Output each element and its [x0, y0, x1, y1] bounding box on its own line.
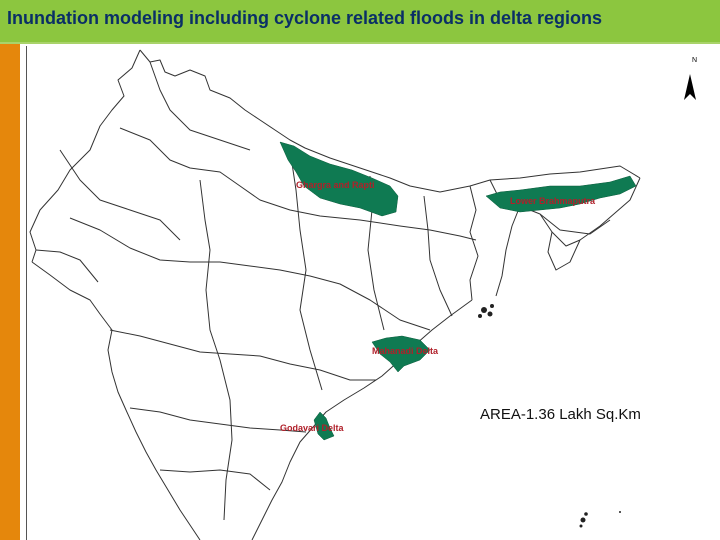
label-mahanadi-delta: Mahanadi Delta	[372, 346, 439, 356]
label-ghargra-rapti: Ghargra and Rapti	[296, 180, 375, 190]
title-bar: Inundation modeling including cyclone re…	[0, 0, 720, 44]
area-note: AREA-1.36 Lakh Sq.Km	[480, 406, 641, 423]
side-accent-stripe	[0, 44, 20, 540]
label-godavari-delta: Godavari Delta	[280, 423, 344, 433]
northwest-border	[29, 49, 141, 263]
page-title: Inundation modeling including cyclone re…	[7, 8, 603, 28]
map-frame	[26, 46, 720, 540]
northeast-border	[469, 185, 479, 301]
west-coast	[31, 261, 201, 540]
flood-region-ghargra-rapti	[279, 141, 399, 217]
flood-region-mahanadi-delta	[371, 335, 431, 373]
north-label: N	[692, 57, 698, 64]
label-lower-brahmaputra: Lower Brahmaputra	[510, 196, 596, 206]
northern-border	[139, 49, 641, 193]
flood-region-lower-brahmaputra	[485, 175, 637, 213]
north-arrow-icon	[684, 74, 696, 100]
india-map	[29, 49, 641, 540]
east-coast	[251, 299, 473, 540]
flood-region-godavari-delta	[313, 411, 335, 441]
